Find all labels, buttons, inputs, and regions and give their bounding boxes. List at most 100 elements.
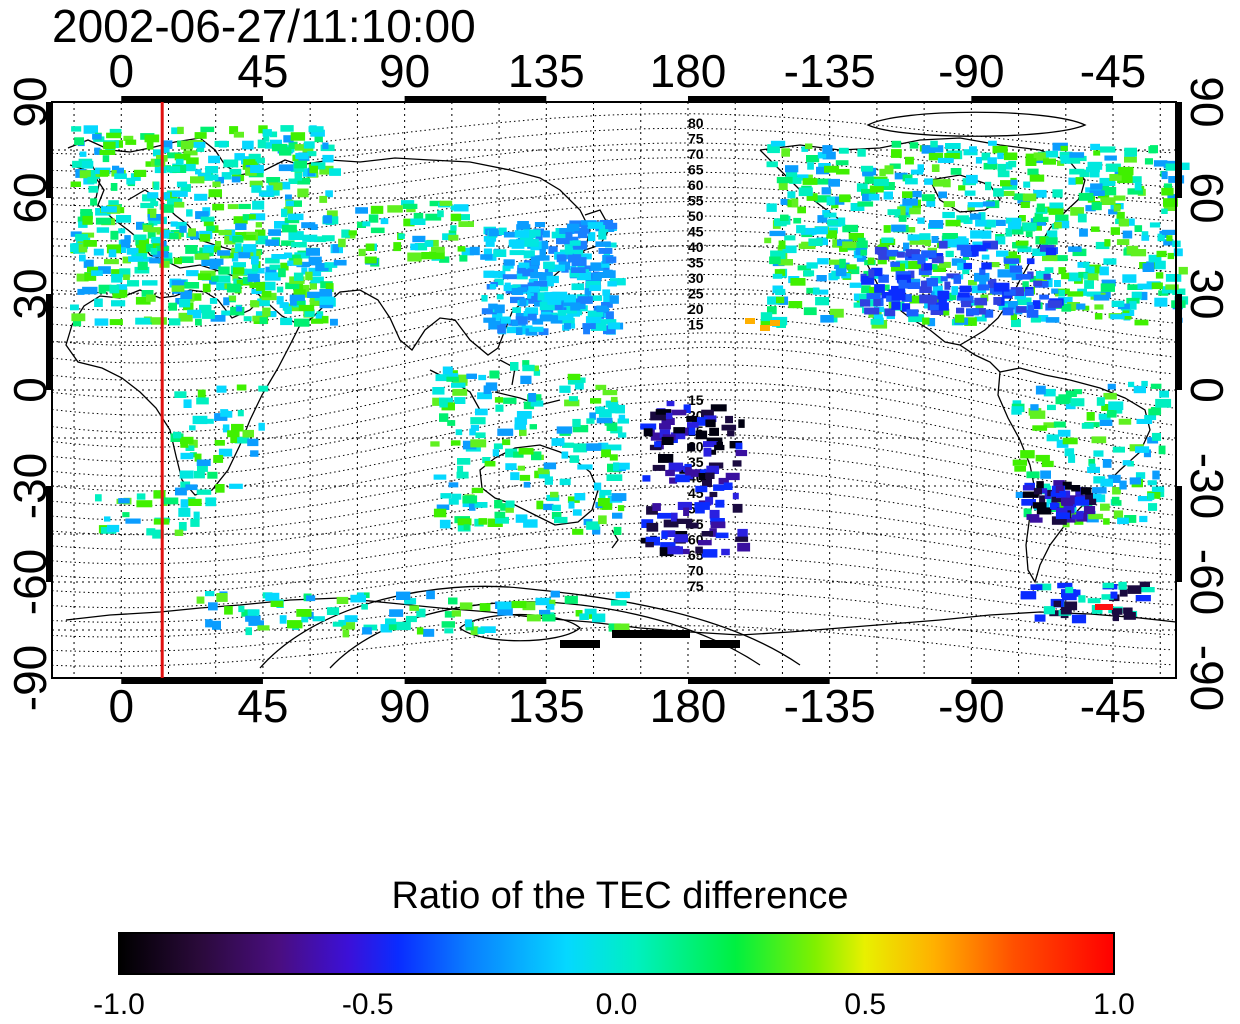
tec-cell <box>603 325 616 335</box>
tec-cell <box>543 503 554 511</box>
tec-cell <box>975 157 982 164</box>
tec-cell <box>163 497 179 505</box>
tec-cell <box>168 318 181 326</box>
tec-cell <box>483 270 495 278</box>
tec-cell <box>1163 183 1172 189</box>
tec-cell <box>1055 502 1064 509</box>
tec-cell <box>1167 252 1175 260</box>
tec-cell <box>296 609 312 617</box>
tec-cell <box>285 200 294 207</box>
tec-cell <box>1002 301 1018 310</box>
tec-cell <box>1061 498 1073 506</box>
magnetic-contour <box>51 113 1173 155</box>
tec-cell <box>1161 286 1177 294</box>
tec-cell <box>577 296 593 304</box>
tec-cell <box>1112 446 1125 453</box>
tec-cell <box>567 236 579 244</box>
tec-cell <box>1057 429 1071 437</box>
tec-cell <box>1033 189 1047 198</box>
tec-cell <box>1100 478 1113 487</box>
tec-cell <box>1032 425 1048 431</box>
tec-cell <box>1043 606 1055 615</box>
tec-cell <box>440 493 452 499</box>
tec-cell <box>921 194 935 202</box>
tec-cell <box>446 376 459 382</box>
tec-cell <box>196 489 212 495</box>
tec-cell <box>297 177 311 185</box>
tec-cell <box>868 269 875 278</box>
tec-cell <box>590 398 602 404</box>
tec-cell <box>569 455 580 463</box>
tec-cell <box>1148 503 1158 511</box>
tec-cell <box>1048 207 1064 215</box>
tec-cell <box>205 418 214 424</box>
tec-cell <box>767 296 780 305</box>
tec-cell <box>784 235 796 241</box>
tec-cell <box>781 199 790 205</box>
tec-cell <box>210 315 226 322</box>
tec-cell <box>1081 422 1094 429</box>
tec-cell <box>870 318 881 325</box>
tec-cell <box>462 495 478 504</box>
tec-cell <box>1110 227 1120 235</box>
tec-cell <box>283 135 294 143</box>
tec-cell <box>285 194 292 201</box>
tec-cell <box>1100 283 1115 292</box>
tec-cell <box>551 264 566 272</box>
tec-cell <box>760 325 770 331</box>
tec-cell <box>326 607 340 615</box>
tec-cell <box>429 200 441 207</box>
tec-cell <box>232 262 246 268</box>
tec-cell <box>548 246 558 254</box>
magnetic-contour <box>51 157 1173 207</box>
tec-cell <box>1101 279 1116 287</box>
tec-cell <box>515 313 529 319</box>
tec-cell <box>83 125 98 134</box>
tec-cell <box>601 449 611 458</box>
tec-cell <box>766 203 777 212</box>
tec-cell <box>828 178 840 187</box>
tec-cell <box>997 269 1013 278</box>
tec-cell <box>979 267 986 275</box>
tec-cell <box>853 302 864 308</box>
tec-cell <box>1177 162 1190 170</box>
tec-cell <box>218 229 232 236</box>
tec-cell <box>364 256 377 264</box>
tec-cell <box>280 262 289 271</box>
border-band <box>1176 102 1182 198</box>
tec-cell <box>1056 439 1069 448</box>
tec-cell <box>470 417 486 425</box>
tec-cell <box>1111 608 1123 615</box>
tec-cell <box>718 477 729 485</box>
tec-cell <box>527 313 537 321</box>
tec-cell <box>725 415 733 424</box>
tec-cell <box>215 240 222 247</box>
tec-cell <box>975 304 984 311</box>
tec-cell <box>944 281 951 290</box>
tec-cell <box>268 182 283 191</box>
tec-cell <box>308 256 322 266</box>
tec-cell <box>669 477 678 484</box>
tec-cell <box>1172 288 1186 295</box>
tec-cell <box>674 534 688 543</box>
tec-cell <box>1167 194 1178 201</box>
contour-label: 45 <box>688 224 704 240</box>
tec-cell <box>1082 305 1090 311</box>
tec-cell <box>977 284 990 291</box>
tec-cell <box>1055 396 1070 405</box>
tec-cell <box>502 274 517 280</box>
tec-cell <box>301 267 308 275</box>
tec-cell <box>341 622 356 630</box>
tec-cell <box>1067 302 1080 310</box>
tec-cell <box>891 292 906 301</box>
tec-cell <box>234 153 245 161</box>
tec-cell <box>170 221 178 227</box>
tec-cell <box>1026 302 1036 308</box>
tec-cell <box>1051 495 1063 503</box>
tec-cell <box>945 143 961 150</box>
tec-cell <box>776 319 786 328</box>
tec-cell <box>104 259 119 265</box>
tec-cell <box>242 214 254 221</box>
tec-cell <box>143 225 152 232</box>
tec-cell <box>409 605 419 611</box>
